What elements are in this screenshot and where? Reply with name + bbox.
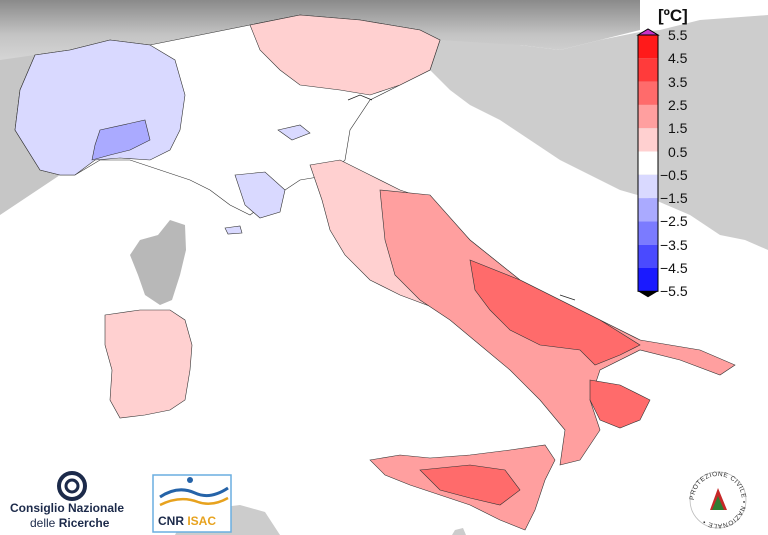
region-lombardy-cold (277, 124, 311, 141)
colorbar-bin (638, 81, 658, 105)
colorbar-bin (638, 58, 658, 82)
italy-anomaly (14, 14, 736, 531)
isac-label: CNR ISAC (158, 514, 216, 528)
isac-wave-icon (159, 486, 229, 499)
region-south-strong (469, 259, 641, 366)
colorbar-overflow-bottom (638, 291, 658, 298)
colorbar-bin (638, 104, 658, 129)
colorbar-tick-label: −1.5 (660, 190, 688, 207)
colorbar-tick-label: 2.5 (668, 96, 688, 113)
cnr-line2: delle Ricerche (30, 516, 109, 530)
colorbar-tick-label: 4.5 (668, 50, 688, 67)
colorbar-tick-label: −0.5 (660, 166, 688, 183)
cnr-emblem-icon (57, 471, 87, 501)
tuscan-islands (224, 225, 243, 235)
colorbar-bin (638, 221, 658, 245)
colorbar-tick-label: 0.5 (668, 143, 688, 160)
malta-land (452, 528, 466, 535)
svg-text:PROTEZIONE CIVILE • NAZIONALE: PROTEZIONE CIVILE • NAZIONALE • (689, 471, 747, 529)
colorbar-title: [ºC] (658, 6, 688, 25)
isac-cnr: CNR (158, 514, 184, 528)
colorbar (636, 28, 660, 298)
protezione-ring-text: PROTEZIONE CIVILE • NAZIONALE • (689, 471, 747, 529)
colorbar-tick-label: 3.5 (668, 73, 688, 90)
colorbar-tick-label: 1.5 (668, 120, 688, 137)
colorbar-tick-label: −5.5 (660, 283, 688, 300)
region-sicily-core (419, 464, 521, 506)
cnr-line2-a: delle (30, 516, 59, 530)
colorbar-tick-label: −3.5 (660, 236, 688, 253)
isac-isac: ISAC (187, 514, 217, 528)
colorbar-tick-label: 5.5 (668, 27, 688, 43)
colorbar-tick-label: −4.5 (660, 260, 688, 276)
colorbar-bin (638, 128, 658, 152)
balkans-land (430, 15, 768, 250)
isac-logo (152, 474, 232, 533)
coastline-details (347, 94, 576, 301)
colorbar-bin (638, 268, 658, 292)
cnr-line1: Consiglio Nazionale (10, 501, 125, 515)
region-northeast-warm (249, 14, 441, 96)
france-land (0, 55, 60, 215)
colorbar-bin (638, 198, 658, 222)
region-calabria (589, 379, 651, 429)
region-sardinia (104, 309, 193, 419)
region-northwest-cold-core (91, 119, 151, 161)
protezione-civile-logo (689, 471, 747, 529)
protezione-ring-textpath: PROTEZIONE CIVILE • NAZIONALE • (689, 471, 747, 529)
cnr-logo (57, 471, 87, 501)
colorbar-bin (638, 151, 658, 175)
corsica-land (130, 220, 186, 305)
colorbar-bin (638, 174, 658, 199)
cnr-line2-b: Ricerche (58, 516, 110, 530)
colorbar-bin (638, 244, 658, 268)
colorbar-bin (638, 35, 658, 59)
region-tuscany-cold (234, 171, 286, 219)
colorbar-tick-label: −2.5 (660, 213, 688, 230)
